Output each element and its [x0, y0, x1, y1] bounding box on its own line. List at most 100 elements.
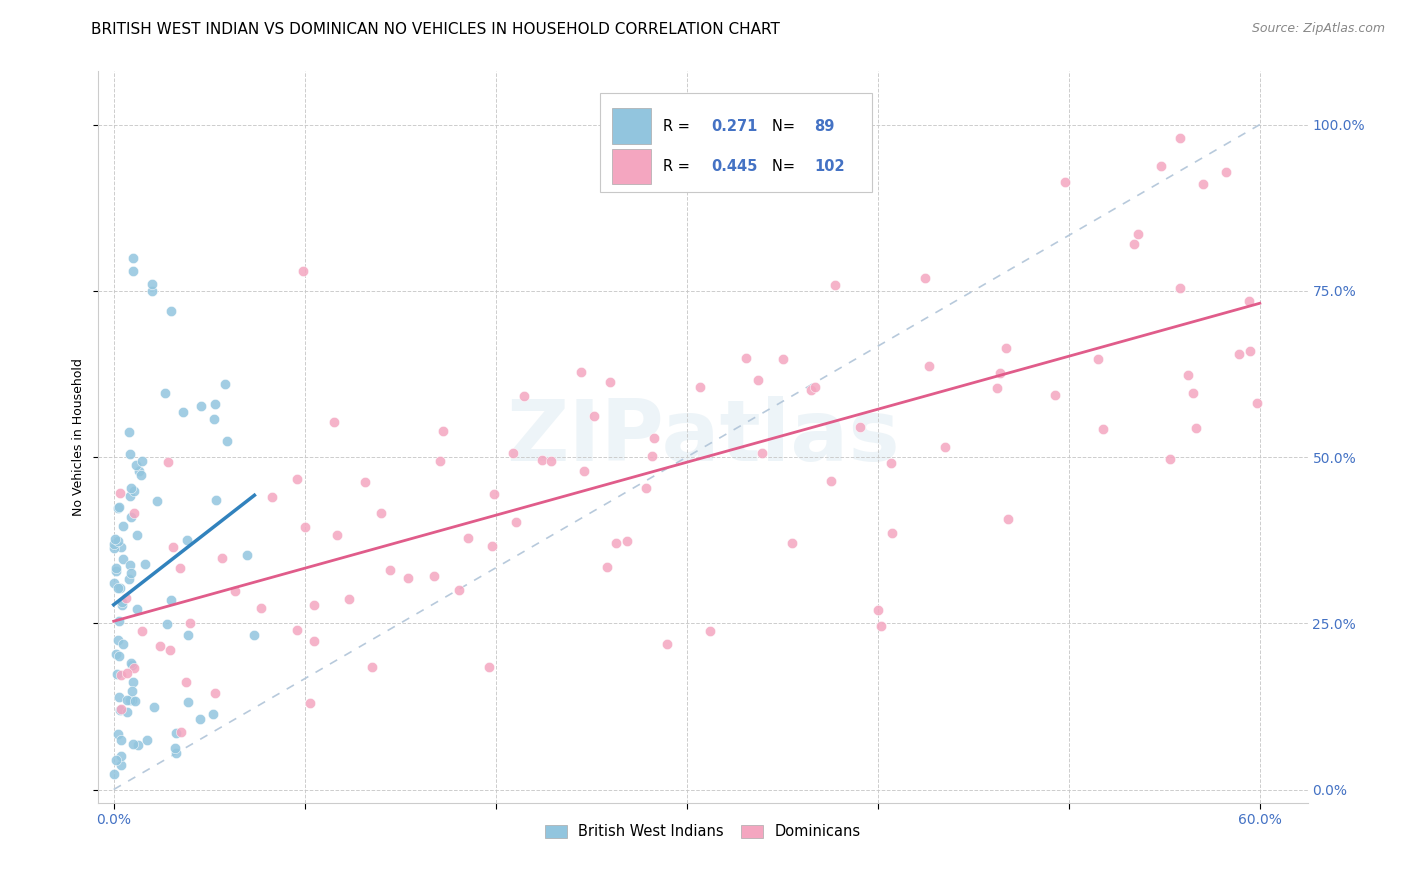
Point — [988, 366, 1011, 380]
Point — [287, 472, 309, 486]
Point — [505, 516, 527, 530]
Point — [294, 520, 316, 534]
Point — [986, 381, 1008, 395]
Point — [250, 600, 273, 615]
Point — [107, 727, 129, 741]
Point — [120, 447, 142, 461]
Point — [641, 449, 664, 463]
Point — [162, 540, 184, 554]
FancyBboxPatch shape — [613, 149, 651, 185]
Point — [122, 738, 145, 752]
Point — [1045, 388, 1067, 402]
Point — [122, 506, 145, 520]
Point — [202, 412, 225, 426]
Point — [110, 667, 132, 681]
Point — [243, 627, 266, 641]
Point — [114, 591, 136, 605]
Point — [134, 558, 156, 572]
Text: 0.445: 0.445 — [711, 159, 758, 174]
Point — [159, 593, 181, 607]
Point — [217, 434, 239, 448]
Point — [540, 453, 562, 467]
Point — [107, 633, 129, 648]
Point — [824, 278, 846, 293]
Point — [1239, 344, 1261, 359]
Point — [378, 563, 401, 577]
Point — [655, 637, 678, 651]
Point — [285, 624, 308, 638]
Point — [103, 541, 125, 556]
Point — [141, 284, 163, 298]
Point — [512, 389, 534, 403]
Point — [176, 533, 198, 548]
Point — [747, 373, 769, 387]
Point — [108, 703, 131, 717]
Point — [112, 518, 135, 533]
Point — [159, 643, 181, 657]
Point — [820, 474, 842, 488]
Point — [118, 572, 141, 586]
Point — [1092, 422, 1115, 436]
Point — [914, 271, 936, 285]
Point — [107, 534, 129, 549]
Point — [482, 487, 505, 501]
Point — [1227, 347, 1250, 361]
Point — [918, 359, 941, 373]
Point — [160, 303, 183, 318]
Point — [128, 464, 150, 478]
Point — [868, 603, 890, 617]
Point — [934, 441, 956, 455]
Point — [689, 380, 711, 394]
Point — [202, 707, 225, 722]
Point — [304, 634, 326, 648]
Point — [1237, 293, 1260, 308]
Point — [595, 559, 617, 574]
Point — [111, 598, 134, 612]
Point — [131, 454, 153, 468]
Point — [169, 561, 191, 575]
Text: R =: R = — [664, 159, 695, 174]
Point — [1184, 420, 1206, 434]
Point — [337, 591, 360, 606]
Point — [449, 582, 471, 597]
Point — [205, 493, 228, 508]
Point — [1192, 177, 1215, 191]
Point — [530, 453, 553, 467]
Point — [214, 377, 236, 392]
Point — [188, 712, 211, 726]
Point — [122, 661, 145, 675]
Point — [1159, 451, 1181, 466]
Point — [105, 564, 128, 578]
Point — [121, 674, 143, 689]
Point — [110, 757, 132, 772]
Point — [572, 464, 595, 478]
Point — [1149, 159, 1171, 173]
Point — [120, 566, 142, 581]
Point — [1126, 227, 1149, 241]
Point — [127, 738, 149, 752]
Point — [870, 619, 893, 633]
Point — [108, 581, 131, 595]
Point — [204, 397, 226, 411]
Point — [880, 526, 903, 541]
Point — [110, 541, 132, 555]
Point — [800, 383, 823, 397]
Point — [170, 725, 193, 739]
Point — [104, 753, 127, 767]
Point — [120, 510, 142, 524]
Point — [432, 425, 454, 439]
Point — [117, 425, 139, 439]
Point — [104, 561, 127, 575]
Point — [803, 380, 825, 394]
Point — [1122, 237, 1144, 252]
Point — [121, 264, 143, 278]
Point — [291, 264, 314, 278]
Point — [115, 693, 138, 707]
Point — [120, 558, 142, 573]
Point — [156, 455, 179, 469]
Point — [107, 500, 129, 514]
Point — [125, 602, 148, 616]
Text: 102: 102 — [814, 159, 845, 174]
Point — [360, 660, 382, 674]
Point — [582, 409, 605, 424]
